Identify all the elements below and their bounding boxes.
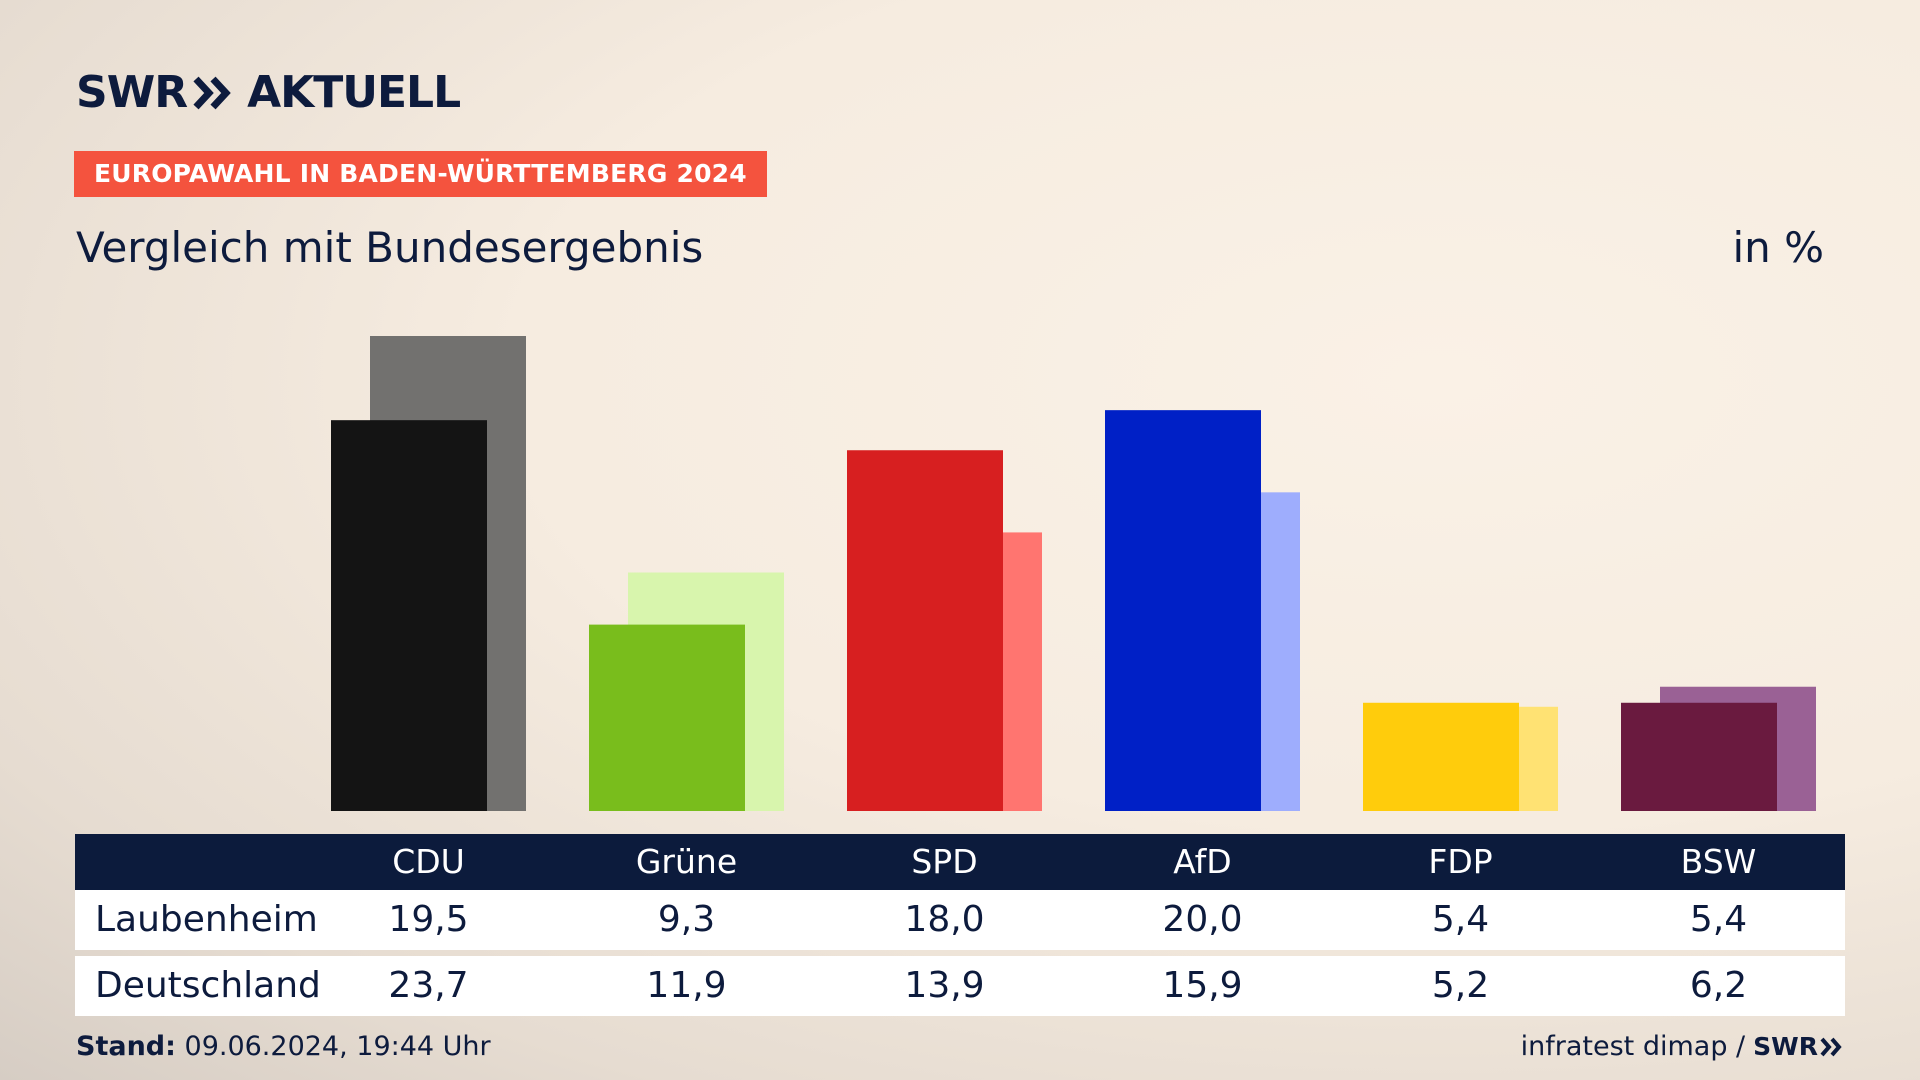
value-cell: 6,2	[1689, 965, 1748, 1006]
column-header-gruene: Grüne	[635, 842, 738, 881]
value-cell: 13,9	[904, 965, 985, 1006]
bar-local-bsw	[1621, 702, 1777, 811]
chart-subtitle: Vergleich mit Bundesergebnis	[76, 223, 704, 272]
results-table: CDU Grüne SPD AfD FDP BSW Laubenheim 19,5 9,3 1…	[75, 834, 1845, 1016]
stand-value: 09.06.2024, 19:44 Uhr	[184, 1031, 491, 1062]
value-cell: 5,2	[1431, 965, 1490, 1006]
column-header-cdu: CDU	[392, 842, 465, 881]
election-badge: EUROPAWAHL IN BADEN-WÜRTTEMBERG 2024	[74, 151, 767, 197]
swr-small-logo: SWR	[1753, 1030, 1844, 1064]
column-header-spd: SPD	[911, 842, 978, 881]
column-header-bsw: BSW	[1680, 842, 1757, 881]
value-cell: 19,5	[388, 899, 469, 940]
value-cell: 5,4	[1689, 899, 1748, 940]
stand-label: Stand:	[76, 1031, 176, 1062]
bar-local-afd	[1105, 410, 1261, 811]
table-header: CDU Grüne SPD AfD FDP BSW	[75, 834, 1845, 890]
double-chevron-icon	[1820, 1037, 1842, 1057]
column-header-afd: AfD	[1173, 842, 1232, 881]
value-cell: 23,7	[388, 965, 469, 1006]
bar-local-gruene	[589, 624, 745, 811]
source-text: infratest dimap /	[1520, 1031, 1746, 1062]
timestamp: Stand: 09.06.2024, 19:44 Uhr	[76, 1030, 491, 1064]
logo-aktuell-text: AKTUELL	[247, 67, 461, 118]
source-credit: infratest dimap / SWR	[1521, 1030, 1844, 1064]
column-header-fdp: FDP	[1428, 842, 1493, 881]
value-cell: 15,9	[1162, 965, 1243, 1006]
swr-aktuell-logo: SWR AKTUELL	[76, 67, 461, 118]
value-cell: 20,0	[1162, 899, 1243, 940]
double-chevron-icon	[193, 76, 231, 110]
row-label-national: Deutschland	[95, 965, 321, 1006]
table-row-local: Laubenheim 19,5 9,3 18,0 20,0 5,4 5,4	[75, 890, 1845, 950]
table-row-national: Deutschland 23,7 11,9 13,9 15,9 5,2 6,2	[75, 956, 1845, 1016]
logo-swr-text: SWR	[76, 67, 188, 118]
row-label-local: Laubenheim	[95, 899, 318, 940]
bar-local-spd	[847, 450, 1003, 811]
value-cell: 18,0	[904, 899, 985, 940]
unit-label: in %	[1732, 223, 1824, 272]
value-cell: 5,4	[1431, 899, 1490, 940]
bar-local-fdp	[1363, 702, 1519, 811]
value-cell: 9,3	[657, 899, 716, 940]
value-cell: 11,9	[646, 965, 727, 1006]
bar-local-cdu	[331, 420, 487, 811]
small-logo-text: SWR	[1753, 1032, 1818, 1061]
bar-chart	[331, 336, 1816, 811]
